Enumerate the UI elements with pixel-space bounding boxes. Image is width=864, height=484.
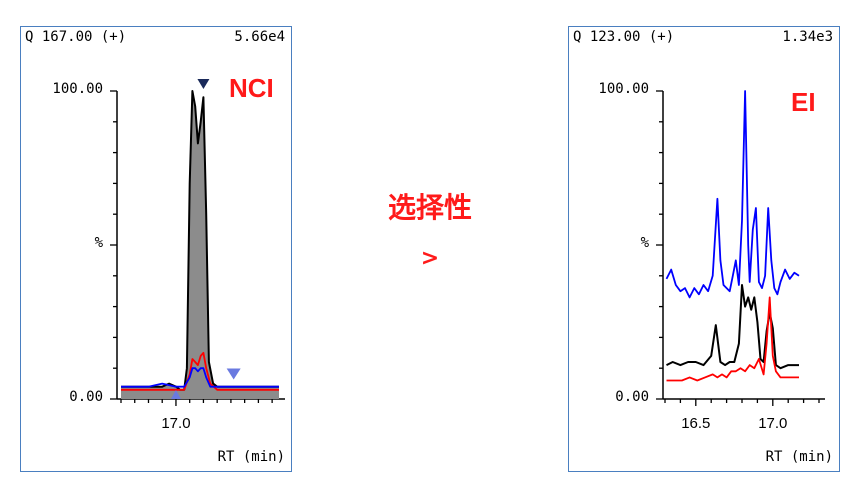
- peak-apex-marker: [197, 79, 210, 89]
- peak-end-marker: [226, 368, 241, 380]
- selectivity-label: 选择性: [387, 191, 472, 224]
- x-axis-label: RT (min): [217, 449, 285, 465]
- ionization-mode-tag: NCI: [229, 73, 274, 103]
- intensity-label: 1.34e3: [782, 29, 833, 45]
- x-axis-label: RT (min): [765, 449, 833, 465]
- blue-trace-line: [665, 90, 800, 299]
- intensity-label: 5.66e4: [234, 29, 285, 45]
- ionization-mode-tag: EI: [791, 87, 816, 117]
- red-trace-line: [121, 351, 279, 391]
- y-tick-label: 100.00: [52, 81, 103, 97]
- y-axis-label: %: [640, 235, 649, 251]
- black-trace-line: [666, 284, 799, 370]
- greater-than-symbol: >: [420, 246, 440, 271]
- mass-channel-label: Q 123.00 (+): [573, 29, 675, 45]
- y-tick-label: 0.00: [615, 389, 649, 405]
- peak-area-fill: [121, 91, 279, 399]
- peak-start-marker: [170, 390, 181, 399]
- chart-plot: [656, 90, 825, 406]
- chart-panel-ei: Q 123.00 (+) 1.34e3 100.00 0.00% 16.5 17.0 R…: [568, 26, 840, 472]
- chart-plot: [110, 79, 285, 406]
- chart-panel-nci: Q 167.00 (+) 5.66e4 100.00 0.00% 17.0 RT (m…: [20, 26, 292, 472]
- blue-trace-line: [121, 367, 279, 388]
- y-tick-label: 0.00: [69, 389, 103, 405]
- x-tick-label: 16.5: [681, 415, 711, 432]
- x-tick-label: 17.0: [758, 415, 788, 432]
- x-tick-label: 17.0: [161, 415, 191, 432]
- red-trace-line: [666, 296, 799, 382]
- y-axis-label: %: [94, 235, 103, 251]
- y-tick-label: 100.00: [598, 81, 649, 97]
- mass-channel-label: Q 167.00 (+): [25, 29, 127, 45]
